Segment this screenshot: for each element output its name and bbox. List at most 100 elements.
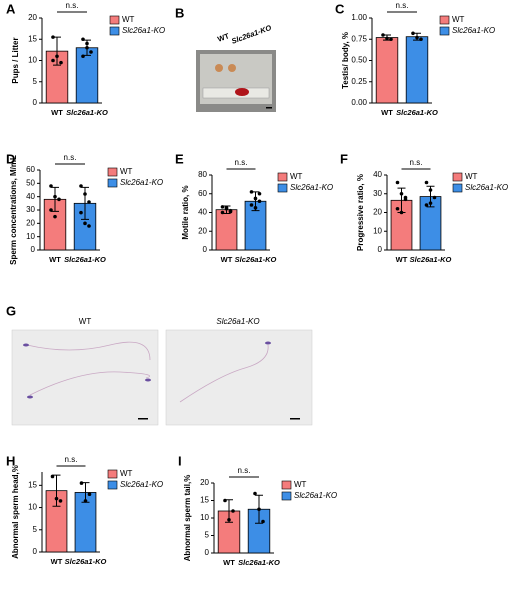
x-tick-label: WT (223, 558, 235, 567)
y-tick-label: 60 (198, 189, 207, 198)
micrograph (11, 329, 313, 426)
y-tick-label: 20 (200, 478, 209, 487)
annotation: n.s. (65, 455, 78, 464)
bar (215, 209, 238, 251)
data-point (424, 180, 429, 185)
x-tick-label: Slc26a1-KO (396, 108, 438, 117)
data-point (249, 203, 254, 207)
image-label: Slc26a1-KO (216, 317, 259, 326)
bar (405, 36, 429, 104)
y-tick-label: 20 (28, 13, 37, 22)
y-tick-label: 5 (205, 531, 210, 540)
legend-swatch (277, 183, 288, 193)
annotation: n.s. (410, 158, 423, 167)
photo (196, 50, 276, 112)
data-point (389, 37, 393, 42)
data-point (50, 474, 55, 479)
y-axis-label: Sperm concentrations, M/mL (9, 155, 18, 265)
data-point (81, 54, 85, 59)
x-tick-label: Slc26a1-KO (238, 558, 280, 567)
legend-label: WT (452, 15, 465, 24)
y-axis-label: Testis/ body, % (341, 32, 350, 89)
y-tick-label: 0 (31, 245, 36, 254)
data-point (85, 45, 89, 50)
data-point (220, 205, 225, 209)
data-point (257, 199, 262, 204)
y-tick-label: 50 (26, 178, 35, 187)
legend-label: WT (120, 469, 133, 478)
panel-letter: E (175, 151, 184, 166)
legend-swatch (107, 480, 118, 490)
data-point (85, 41, 89, 46)
y-tick-label: 15 (28, 34, 37, 43)
data-point (53, 214, 57, 219)
data-point (223, 498, 227, 503)
data-point (419, 37, 423, 42)
y-tick-label: 40 (373, 170, 382, 179)
legend-label: Slc26a1-KO (120, 178, 163, 187)
data-point (49, 184, 53, 188)
panel-letter: C (335, 1, 345, 16)
data-point (249, 190, 254, 194)
data-point (51, 35, 55, 39)
y-tick-label: 20 (373, 208, 382, 217)
data-point (253, 196, 258, 201)
panel-letter: G (6, 303, 16, 318)
data-point (399, 191, 404, 196)
data-point (58, 499, 63, 503)
y-tick-label: 10 (373, 226, 382, 235)
legend-label: WT (290, 172, 303, 181)
data-point (253, 206, 258, 210)
y-tick-label: 0 (378, 245, 383, 254)
y-tick-label: 15 (200, 496, 209, 505)
y-axis-label: Abnormal sperm tail,% (183, 475, 192, 562)
x-tick-label: WT (51, 557, 63, 566)
data-point (79, 210, 83, 215)
legend-label: Slc26a1-KO (294, 491, 337, 500)
image-label: WT (216, 31, 230, 44)
legend-swatch (281, 480, 292, 490)
y-tick-label: 20 (26, 218, 35, 227)
data-point (381, 33, 385, 37)
legend-swatch (439, 15, 450, 25)
legend-label: Slc26a1-KO (452, 26, 495, 35)
panel-letter: B (175, 5, 184, 20)
data-point (53, 194, 57, 199)
legend-label: WT (294, 480, 307, 489)
legend-label: Slc26a1-KO (120, 480, 163, 489)
y-tick-label: 0.75 (351, 34, 367, 43)
y-tick-label: 10 (26, 232, 35, 241)
y-tick-label: 0 (33, 547, 38, 556)
x-tick-label: Slc26a1-KO (66, 108, 108, 117)
x-tick-label: Slc26a1-KO (235, 255, 277, 264)
y-tick-label: 5 (33, 525, 38, 534)
y-tick-label: 0.00 (351, 98, 367, 107)
data-point (257, 191, 262, 196)
legend-swatch (452, 172, 463, 182)
legend-swatch (109, 15, 120, 25)
data-point (57, 197, 61, 202)
x-tick-label: Slc26a1-KO (65, 557, 107, 566)
legend-label: WT (120, 167, 133, 176)
legend-swatch (277, 172, 288, 182)
x-tick-label: WT (51, 108, 63, 117)
legend-swatch (107, 167, 118, 177)
annotation: n.s. (238, 466, 251, 475)
y-tick-label: 0.25 (351, 77, 367, 86)
data-point (83, 192, 87, 196)
data-point (385, 36, 389, 41)
legend-swatch (109, 26, 120, 36)
panel-letter: H (6, 453, 15, 468)
data-point (228, 209, 233, 214)
legend-swatch (107, 178, 118, 188)
bar (375, 37, 399, 104)
data-point (257, 507, 261, 512)
data-point (227, 517, 231, 522)
y-tick-label: 40 (198, 208, 207, 217)
bar (75, 47, 99, 104)
panel-letter: I (178, 453, 182, 468)
y-axis-label: Motile ratio, % (181, 185, 190, 239)
data-point (87, 224, 91, 228)
panel-letter: A (6, 1, 16, 16)
